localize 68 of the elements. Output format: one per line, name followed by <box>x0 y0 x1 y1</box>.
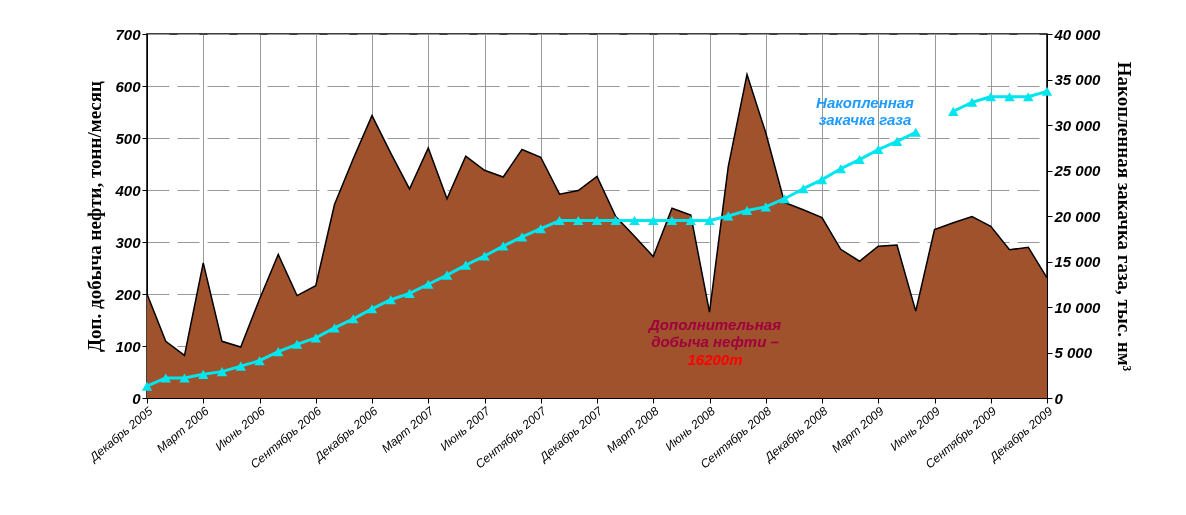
point <box>348 314 359 324</box>
point <box>685 216 696 226</box>
point <box>779 194 790 204</box>
point <box>966 97 978 107</box>
point <box>198 369 209 379</box>
point <box>591 216 603 226</box>
point <box>441 270 453 280</box>
point <box>366 304 378 314</box>
point <box>498 241 509 251</box>
point <box>404 288 415 298</box>
y-tick-label: 100 <box>115 337 142 355</box>
point <box>423 279 434 289</box>
point <box>554 216 565 226</box>
y-axis-title: Доп. добыча нефти, тонн/месяц <box>84 80 106 352</box>
y-tick-label: 300 <box>115 233 142 251</box>
point <box>573 216 584 226</box>
y2-tick-label: 25 000 <box>1053 162 1102 179</box>
y-tick-label: 500 <box>115 129 142 147</box>
y-tick-label: 400 <box>114 181 142 199</box>
series-label: Дополнительная добыча нефти – <box>646 316 782 350</box>
point <box>235 361 246 371</box>
y2-tick-label: 5 000 <box>1054 344 1093 361</box>
point <box>666 216 678 226</box>
y-tick-label: 200 <box>114 285 142 303</box>
y2-axis-title: Накопленная закачка газа, тыс. нм³ <box>1114 61 1136 372</box>
point <box>385 295 396 305</box>
point <box>479 251 490 261</box>
point <box>873 145 884 155</box>
y2-tick-label: 0 <box>1054 389 1064 407</box>
point <box>704 216 715 226</box>
point <box>816 175 828 185</box>
point <box>741 206 753 216</box>
point <box>948 106 959 116</box>
y2-tick-label: 35 000 <box>1054 71 1102 88</box>
point <box>160 373 171 383</box>
point <box>291 339 303 349</box>
y2-tick-label: 15 000 <box>1054 253 1102 270</box>
point <box>629 216 640 226</box>
y-tick-label: 700 <box>115 25 142 43</box>
point <box>535 224 546 234</box>
series-label: Накопленная закачка газа <box>816 94 915 128</box>
point <box>329 323 340 333</box>
y2-tick-label: 20 000 <box>1053 207 1102 225</box>
y2-tick-label: 10 000 <box>1054 298 1102 316</box>
point <box>610 216 621 226</box>
point <box>516 232 528 242</box>
point <box>254 356 265 366</box>
point <box>216 367 228 377</box>
point <box>910 127 921 137</box>
point <box>985 92 996 102</box>
point <box>891 136 903 146</box>
point <box>1041 86 1053 96</box>
point <box>798 184 809 194</box>
y-tick-label: 600 <box>115 77 142 95</box>
point <box>854 155 865 165</box>
annotation: 16200т <box>687 351 743 368</box>
point <box>1023 92 1034 102</box>
point <box>460 260 471 270</box>
y2-tick-label: 40 000 <box>1053 25 1102 43</box>
point <box>723 211 734 221</box>
y-tick-label: 0 <box>132 389 142 407</box>
point <box>141 381 153 391</box>
point <box>273 347 284 357</box>
point <box>179 373 190 383</box>
point <box>1004 92 1015 102</box>
point <box>648 216 659 226</box>
y2-tick-label: 30 000 <box>1054 116 1102 134</box>
point <box>835 164 846 174</box>
